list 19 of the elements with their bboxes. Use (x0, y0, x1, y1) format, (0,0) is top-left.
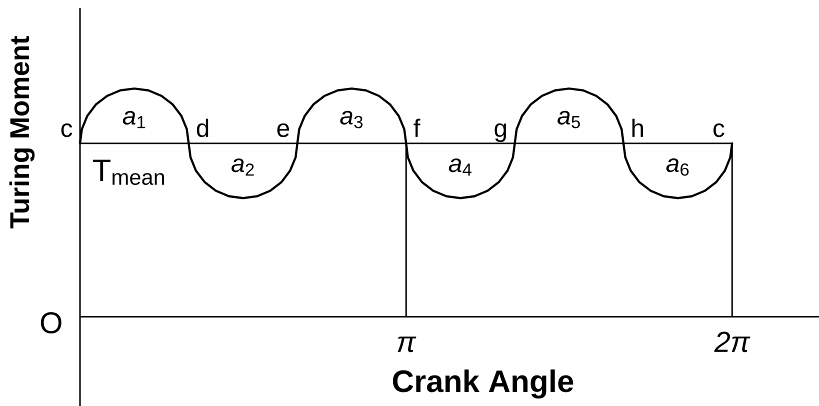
annotation: a$_{1}$ (122, 110, 146, 128)
ref-line-label: T$_{mean}$ (92, 160, 164, 185)
annotation: g (494, 123, 506, 142)
annotation: c (61, 123, 72, 138)
annotation: a$_{2}$ (232, 158, 254, 176)
text: O (40, 312, 62, 334)
annotation: a$_{6}$ (666, 158, 689, 176)
x-axis-title: Crank Angle (392, 369, 574, 398)
annotation: f (414, 118, 420, 137)
annotation: h (632, 118, 643, 137)
y-axis-title: Turing Moment (9, 36, 35, 228)
annotation: d (196, 118, 208, 138)
annotation: a$_{3}$ (340, 110, 363, 128)
x-tick-label: π (398, 336, 416, 352)
annotation: c (713, 123, 724, 138)
annotation: e (277, 123, 290, 138)
x-tick-label: 2π (714, 332, 750, 352)
annotation: a$_{5}$ (558, 110, 580, 128)
annotation: a$_{4}$ (448, 158, 472, 176)
